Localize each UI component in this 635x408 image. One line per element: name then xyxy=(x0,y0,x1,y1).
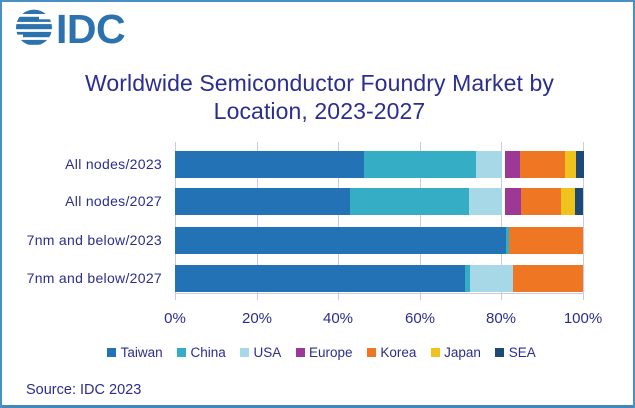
svg-text:IDC: IDC xyxy=(56,8,125,48)
